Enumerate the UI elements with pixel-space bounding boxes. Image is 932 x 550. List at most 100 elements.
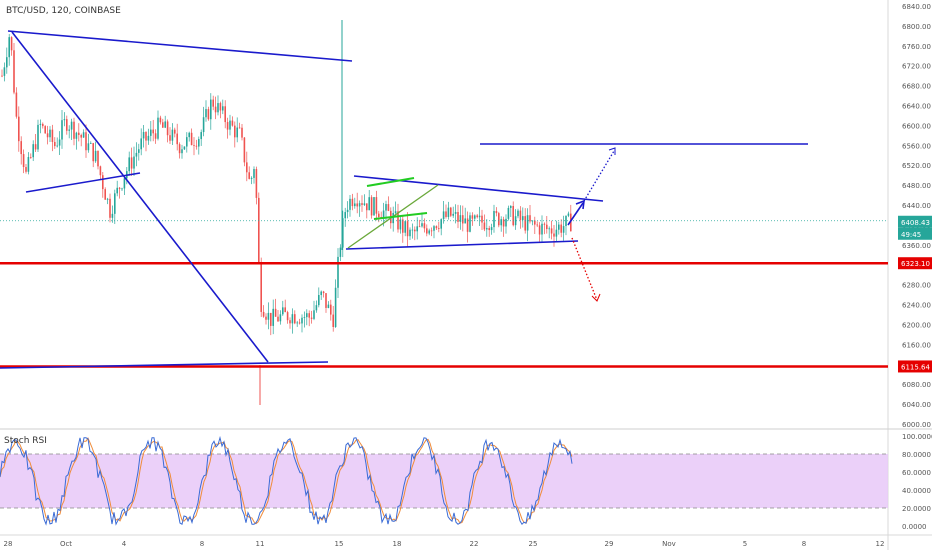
candle-body	[457, 212, 459, 222]
candle-body	[1, 75, 3, 77]
candle-body	[6, 57, 8, 68]
candle-body	[198, 139, 200, 147]
x-tick-label: 28	[4, 540, 13, 548]
candle-body	[22, 154, 25, 168]
trend-line	[11, 31, 269, 363]
candle-body	[363, 203, 366, 205]
candle-body	[272, 308, 274, 326]
candle-body	[320, 291, 322, 296]
candle-body	[306, 313, 308, 318]
candle-body	[246, 162, 248, 173]
candle-body	[570, 213, 572, 232]
candle-body	[255, 169, 258, 198]
candle-body	[207, 109, 210, 120]
rsi-tick-label: 60.0000	[902, 469, 931, 477]
candle-body	[416, 226, 418, 232]
candle-body	[378, 213, 380, 218]
candle-body	[435, 226, 438, 229]
projection-down-head	[591, 293, 601, 302]
candle-body	[411, 229, 414, 231]
x-tick-label: 15	[335, 540, 344, 548]
level-label: 6323.10	[901, 260, 930, 268]
candle-body	[337, 256, 339, 288]
candle-body	[433, 226, 435, 231]
candle-body	[430, 230, 433, 232]
candle-body	[169, 135, 171, 141]
candle-body	[414, 229, 416, 232]
candle-body	[332, 314, 334, 327]
y-tick-label: 6840.00	[902, 3, 931, 11]
candle-body	[248, 172, 250, 179]
projection-up-head	[608, 147, 616, 155]
candle-body	[382, 210, 385, 219]
candle-body	[277, 316, 279, 322]
candle-body	[421, 223, 423, 227]
y-tick-label: 6160.00	[902, 341, 931, 349]
x-tick-label: 22	[470, 540, 479, 548]
candle-body	[34, 144, 37, 150]
candle-body	[186, 137, 188, 147]
candle-body	[90, 143, 92, 144]
candle-body	[289, 320, 291, 324]
candle-body	[553, 233, 555, 237]
candle-body	[394, 211, 397, 214]
candle-body	[560, 224, 562, 233]
candle-body	[229, 120, 231, 130]
trend-line	[0, 361, 329, 369]
candle-body	[284, 307, 286, 313]
candle-body	[478, 215, 481, 218]
candle-body	[450, 207, 452, 216]
candle-body	[452, 213, 454, 216]
candle-body	[224, 106, 226, 123]
candle-body	[428, 230, 430, 234]
candle-body	[327, 304, 330, 308]
candle-body	[459, 215, 462, 222]
candle-body	[296, 322, 298, 324]
trend-line	[25, 172, 141, 193]
candle-body	[82, 132, 85, 138]
candle-body	[128, 157, 130, 172]
candle-body	[70, 121, 73, 130]
candle-body	[20, 141, 22, 155]
y-tick-label: 6480.00	[902, 182, 931, 190]
candle-body	[385, 204, 387, 211]
candle-body	[102, 175, 104, 190]
candle-body	[397, 211, 399, 230]
candle-body	[426, 228, 428, 234]
candle-body	[123, 178, 126, 189]
candle-body	[301, 317, 303, 324]
candle-body	[342, 218, 344, 248]
candle-body	[73, 121, 75, 139]
current-price-label-bg	[898, 215, 932, 228]
candle-body	[85, 132, 87, 151]
candle-body	[222, 106, 224, 111]
arrow-up	[567, 202, 584, 226]
candle-body	[567, 213, 570, 216]
candle-body	[142, 131, 145, 139]
candle-body	[63, 119, 66, 121]
candle-body	[483, 222, 486, 230]
candle-body	[375, 197, 378, 214]
chart-title: BTC/USD, 120, COINBASE	[6, 6, 121, 16]
candle-body	[526, 215, 529, 231]
candle-body	[351, 198, 354, 207]
candle-body	[493, 210, 495, 228]
candle-body	[78, 132, 80, 135]
candle-body	[298, 322, 301, 324]
candle-body	[116, 187, 118, 194]
rsi-tick-label: 40.0000	[902, 487, 931, 495]
candle-body	[546, 224, 548, 230]
candle-body	[178, 144, 181, 154]
candle-body	[476, 215, 478, 218]
candle-body	[373, 197, 375, 216]
candle-body	[442, 211, 445, 220]
x-tick-label: 29	[605, 540, 614, 548]
candle-body	[66, 119, 68, 131]
candle-body	[104, 189, 106, 200]
candle-body	[502, 219, 505, 227]
candle-body	[150, 129, 152, 136]
candle-body	[346, 209, 349, 213]
candle-body	[181, 149, 183, 154]
candle-body	[366, 203, 368, 211]
